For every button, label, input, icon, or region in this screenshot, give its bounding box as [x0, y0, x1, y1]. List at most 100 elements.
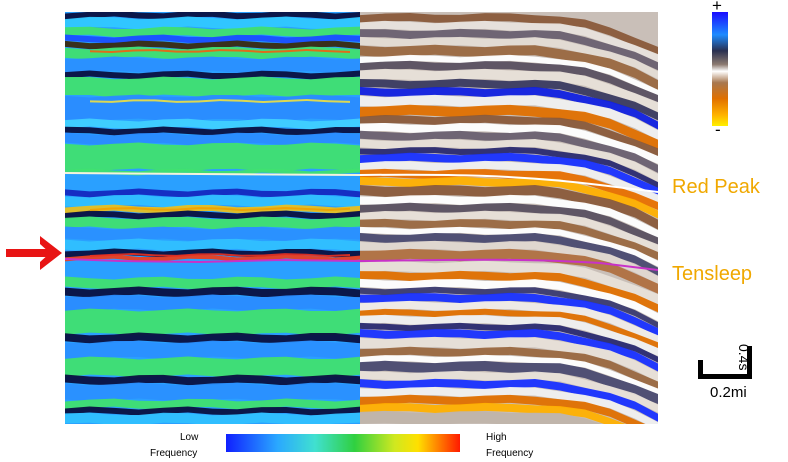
seismic-band: [360, 138, 658, 182]
seismic-band: [360, 314, 658, 356]
seismic-band: [65, 194, 360, 208]
seismic-band: [65, 188, 360, 198]
high-frequency-label-line2: Frequency: [486, 448, 534, 459]
red-peak-horizon-right: [359, 173, 659, 193]
seismic-band: [65, 40, 360, 50]
seismic-band: [65, 210, 360, 220]
seismic-band: [65, 238, 360, 252]
low-frequency-label-line2: Frequency: [150, 448, 198, 459]
seismic-band: [360, 232, 658, 276]
seismic-band: [360, 130, 658, 173]
tensleep-horizon-left: [64, 258, 361, 264]
seismic-band: [65, 76, 360, 98]
seismic-band: [360, 94, 658, 141]
seismic-band: [65, 16, 360, 30]
seismic-band: [90, 49, 350, 53]
seismic-band: [360, 300, 658, 344]
seismic-band: [360, 146, 658, 189]
seismic-band: [90, 99, 350, 103]
seismic-band: [360, 176, 658, 219]
seismic-band: [360, 354, 658, 395]
seismic-band: [360, 86, 658, 130]
seismic-band: [65, 254, 360, 262]
tensleep-label: Tensleep: [672, 263, 753, 285]
seismic-band: [65, 226, 360, 242]
seismic-band: [360, 336, 658, 383]
tensleep-horizon-right: [359, 258, 659, 271]
seismic-band: [360, 292, 658, 337]
seismic-band: [360, 370, 658, 413]
seismic-band: [65, 356, 360, 378]
seismic-band: [360, 104, 658, 150]
seismic-band: [360, 194, 658, 239]
seismic-band: [360, 68, 658, 113]
seismic-band: [360, 168, 658, 210]
seismic-band: [65, 174, 360, 192]
seismic-band: [360, 402, 626, 424]
seismic-band: [360, 410, 602, 424]
seismic-band: [65, 276, 360, 290]
seismic-band: [360, 60, 658, 103]
seismic-band: [65, 94, 360, 122]
seismic-band: [65, 398, 360, 410]
amplitude-section: [360, 12, 658, 424]
seismic-band: [65, 340, 360, 360]
seismic-band: [360, 152, 658, 196]
red-peak-label: Red Peak: [672, 176, 760, 198]
seismic-band: [65, 118, 360, 130]
seismic-band: [360, 328, 658, 372]
seismic-band: [360, 122, 658, 165]
seismic-band: [360, 78, 658, 121]
seismic-band: [65, 406, 360, 416]
seismic-band: [360, 202, 658, 246]
seismic-band: [360, 278, 658, 322]
seismic-band: [360, 54, 658, 96]
high-frequency-label-line1: High: [486, 432, 507, 443]
seismic-band: [65, 286, 360, 298]
seismic-band: [65, 216, 360, 230]
seismic-band: [65, 308, 360, 336]
amplitude-colorbar: [712, 12, 728, 126]
seismic-band: [360, 394, 646, 424]
low-frequency-label-line1: Low: [180, 432, 199, 443]
seismic-band: [65, 332, 360, 344]
seismic-band: [65, 132, 360, 146]
seismic-band: [90, 207, 350, 211]
seismic-band: [360, 184, 658, 230]
red-peak-horizon-left: [64, 172, 361, 176]
seismic-band: [360, 378, 658, 422]
colorbar-minus-label: -: [715, 120, 721, 139]
seismic-band: [360, 44, 658, 91]
seismic-band: [65, 26, 360, 38]
seismic-band: [65, 56, 360, 74]
seismic-band: [360, 260, 658, 305]
seismic-band: [65, 70, 360, 80]
seismic-band: [65, 12, 360, 20]
seismic-band: [360, 210, 658, 253]
scale-horizontal-label: 0.2mi: [710, 384, 747, 401]
seismic-band: [360, 160, 658, 203]
seismic-band: [360, 386, 658, 424]
seismic-band: [360, 346, 658, 390]
seismic-band: [65, 294, 360, 312]
seismic-band: [65, 142, 360, 172]
seismic-band: [360, 240, 658, 285]
seismic-band: [360, 270, 658, 313]
seismic-band: [360, 248, 658, 294]
seismic-band: [360, 226, 658, 267]
seismic-band: [360, 12, 658, 55]
arrow-icon: [6, 236, 62, 270]
seismic-band: [360, 322, 658, 363]
seismic-band: [65, 264, 360, 280]
seismic-band: [65, 126, 360, 136]
scale-vertical-label: 0.4s: [736, 344, 752, 371]
seismic-band: [360, 360, 658, 405]
seismic-band: [360, 308, 658, 349]
colorbar-plus-label: +: [712, 0, 722, 15]
seismic-band: [360, 218, 658, 261]
seismic-band: [360, 36, 658, 80]
seismic-band: [360, 286, 658, 329]
frequency-section: [65, 12, 360, 424]
seismic-band: [65, 382, 360, 402]
